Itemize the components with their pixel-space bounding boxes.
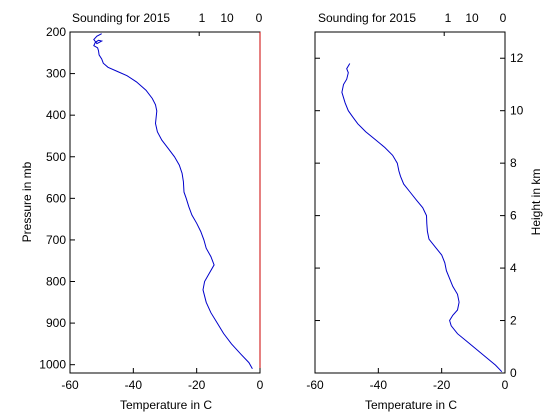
y-tick-label: 2	[510, 314, 517, 328]
y-tick-label: 12	[510, 51, 524, 65]
y-tick-label: 6	[510, 209, 517, 223]
top-label: 10	[220, 11, 234, 25]
height-chart: Sounding for 2015 1 10 0 Temperature in …	[306, 11, 543, 412]
x-tick-label: -20	[188, 378, 206, 392]
y-tick-label: 500	[46, 150, 66, 164]
plot-frame	[314, 31, 506, 374]
y-tick-label: 700	[46, 233, 66, 247]
x-tick-label: -40	[370, 378, 388, 392]
top-label: 1	[445, 11, 452, 25]
y-tick-label: 900	[46, 316, 66, 330]
x-tick-label: 0	[257, 378, 264, 392]
top-label: 10	[465, 11, 479, 25]
y-tick-label: 10	[510, 104, 524, 118]
x-axis-label: Temperature in C	[365, 398, 457, 412]
y-axis-label: Height in km	[529, 169, 543, 236]
x-tick-label: -40	[125, 378, 143, 392]
y-tick-label: 8	[510, 156, 517, 170]
top-label: 0	[500, 11, 507, 25]
pressure-chart: Sounding for 2015 1 10 0 Temperature in …	[20, 11, 264, 412]
temperature-profile-line	[341, 63, 503, 373]
chart-title: Sounding for 2015	[72, 11, 170, 25]
y-axis-label: Pressure in mb	[20, 161, 34, 242]
y-tick-label: 400	[46, 108, 66, 122]
x-tick-label: -20	[433, 378, 451, 392]
x-tick-label: 0	[502, 378, 509, 392]
x-tick-label: -60	[306, 378, 324, 392]
y-tick-label: 1000	[39, 358, 66, 372]
y-tick-label: 300	[46, 67, 66, 81]
y-tick-label: 4	[510, 261, 517, 275]
top-label: 1	[199, 11, 206, 25]
y-tick-label: 200	[46, 25, 66, 39]
top-label: 0	[256, 11, 263, 25]
x-tick-label: -60	[61, 378, 79, 392]
x-axis-label: Temperature in C	[120, 398, 212, 412]
y-tick-label: 0	[510, 366, 517, 380]
temperature-profile-line	[93, 33, 253, 370]
chart-title: Sounding for 2015	[318, 11, 416, 25]
y-tick-label: 600	[46, 191, 66, 205]
plot-frame	[69, 31, 261, 374]
y-tick-label: 800	[46, 275, 66, 289]
